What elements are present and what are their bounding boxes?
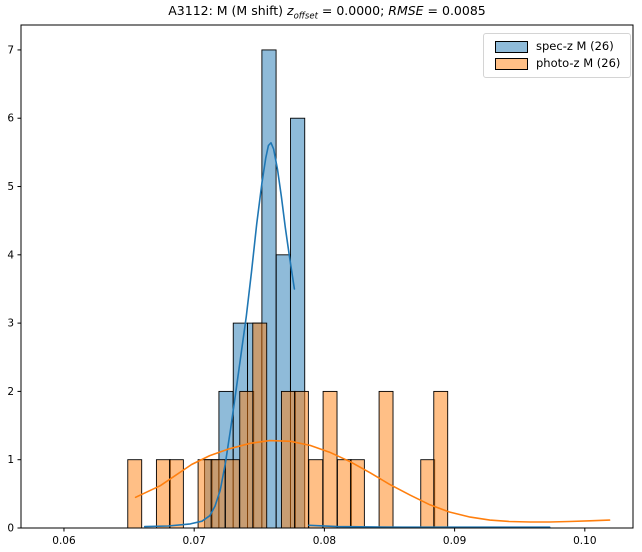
hist-bar [280, 390, 296, 529]
spec-z-swatch [495, 41, 528, 54]
hist-bar [322, 390, 338, 529]
hist-bar [378, 390, 394, 529]
photo-z-swatch [495, 57, 528, 70]
legend: spec-z M (26) photo-z M (26) [483, 33, 631, 78]
x-tick-label: 0.06 [52, 535, 76, 547]
legend-label-photo-z: photo-z M (26) [536, 56, 621, 70]
kde-line-series-0 [143, 142, 296, 528]
x-tick-label: 0.10 [573, 535, 596, 547]
hist-bar [239, 390, 255, 529]
legend-label-spec-z: spec-z M (26) [536, 39, 614, 54]
kde-line-series-1 [134, 439, 611, 523]
axes-frame [20, 24, 634, 529]
title-suffix: = 0.0085 [423, 3, 486, 18]
x-tick-label: 0.09 [443, 535, 466, 547]
hist-bar [210, 459, 226, 529]
hist-bar [308, 459, 324, 529]
hist-bar [155, 459, 171, 529]
hist-bar [197, 459, 213, 529]
y-tick-label: 5 [7, 181, 14, 193]
legend-item-spec-z: spec-z M (26) [495, 39, 622, 54]
chart-title: A3112: M (M shift) zoffset = 0.0000; RMS… [21, 3, 633, 22]
y-tick-label: 6 [7, 113, 14, 125]
hist-bar [336, 459, 352, 529]
y-tick-label: 1 [7, 454, 14, 466]
x-tick-label: 0.07 [182, 535, 205, 547]
title-rmse-var: RMSE [388, 3, 424, 18]
hist-bar [127, 459, 143, 529]
y-tick-label: 2 [7, 386, 14, 398]
title-prefix: A3112: M (M shift) [168, 3, 288, 18]
x-tick-label: 0.08 [313, 535, 336, 547]
hist-bar [294, 390, 309, 529]
hist-bar [224, 459, 240, 529]
title-mid: = 0.0000; [317, 3, 389, 18]
hist-bar [349, 459, 365, 529]
hist-bar [252, 322, 268, 529]
kde-tail-series-0 [307, 524, 551, 529]
title-z-var: z [287, 3, 294, 18]
hist-bar [420, 459, 436, 529]
legend-item-photo-z: photo-z M (26) [495, 56, 622, 71]
title-z-sub: offset [293, 11, 318, 22]
y-tick-label: 7 [7, 44, 14, 56]
y-tick-label: 0 [7, 523, 14, 535]
y-tick-label: 4 [7, 249, 14, 261]
hist-bar [168, 459, 184, 529]
bars-series-1 [127, 322, 449, 529]
y-tick-label: 3 [7, 318, 14, 330]
